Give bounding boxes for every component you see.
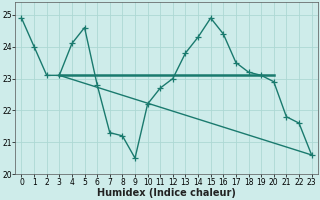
X-axis label: Humidex (Indice chaleur): Humidex (Indice chaleur) [97, 188, 236, 198]
